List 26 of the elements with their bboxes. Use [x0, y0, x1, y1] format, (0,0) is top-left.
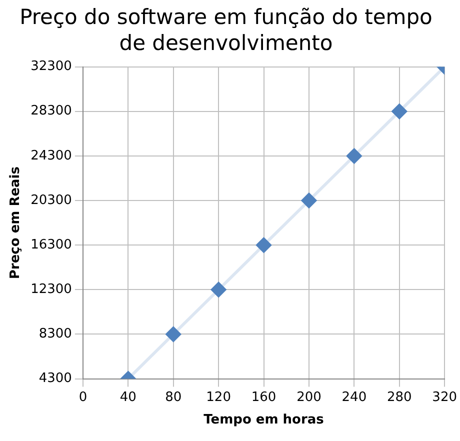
- x-tick-label: 0: [78, 390, 88, 405]
- y-tick-label: 24300: [30, 148, 72, 164]
- y-tick-label: 4300: [38, 371, 72, 386]
- y-tick-label: 12300: [30, 282, 72, 298]
- x-tick-label: 40: [120, 390, 136, 405]
- point: [256, 238, 272, 253]
- y-tick-label: 28300: [30, 104, 72, 119]
- y-tick-label: 8300: [38, 326, 72, 342]
- x-tick-label: 280: [386, 390, 412, 405]
- y-tick-label: 20300: [30, 192, 72, 208]
- x-axis-title: Tempo em horas: [204, 412, 324, 428]
- x-tick-label: 320: [432, 390, 458, 405]
- x-tick-label: 80: [165, 390, 182, 405]
- x-tick-label: 120: [206, 390, 231, 405]
- x-tick-label: 200: [296, 390, 322, 405]
- y-axis-title: Preço em Reais: [8, 166, 24, 280]
- x-tick-label: 240: [342, 390, 367, 405]
- y-tick-label: 16300: [30, 237, 72, 252]
- point: [166, 326, 181, 342]
- point: [346, 148, 362, 164]
- point: [211, 282, 226, 298]
- y-tick-label: 32300: [30, 59, 72, 74]
- point: [392, 104, 407, 119]
- point: [301, 193, 316, 208]
- x-tick-label: 160: [251, 390, 276, 405]
- chart-title: Preço do software em função do tempo de desenvolvimento: [18, 4, 434, 56]
